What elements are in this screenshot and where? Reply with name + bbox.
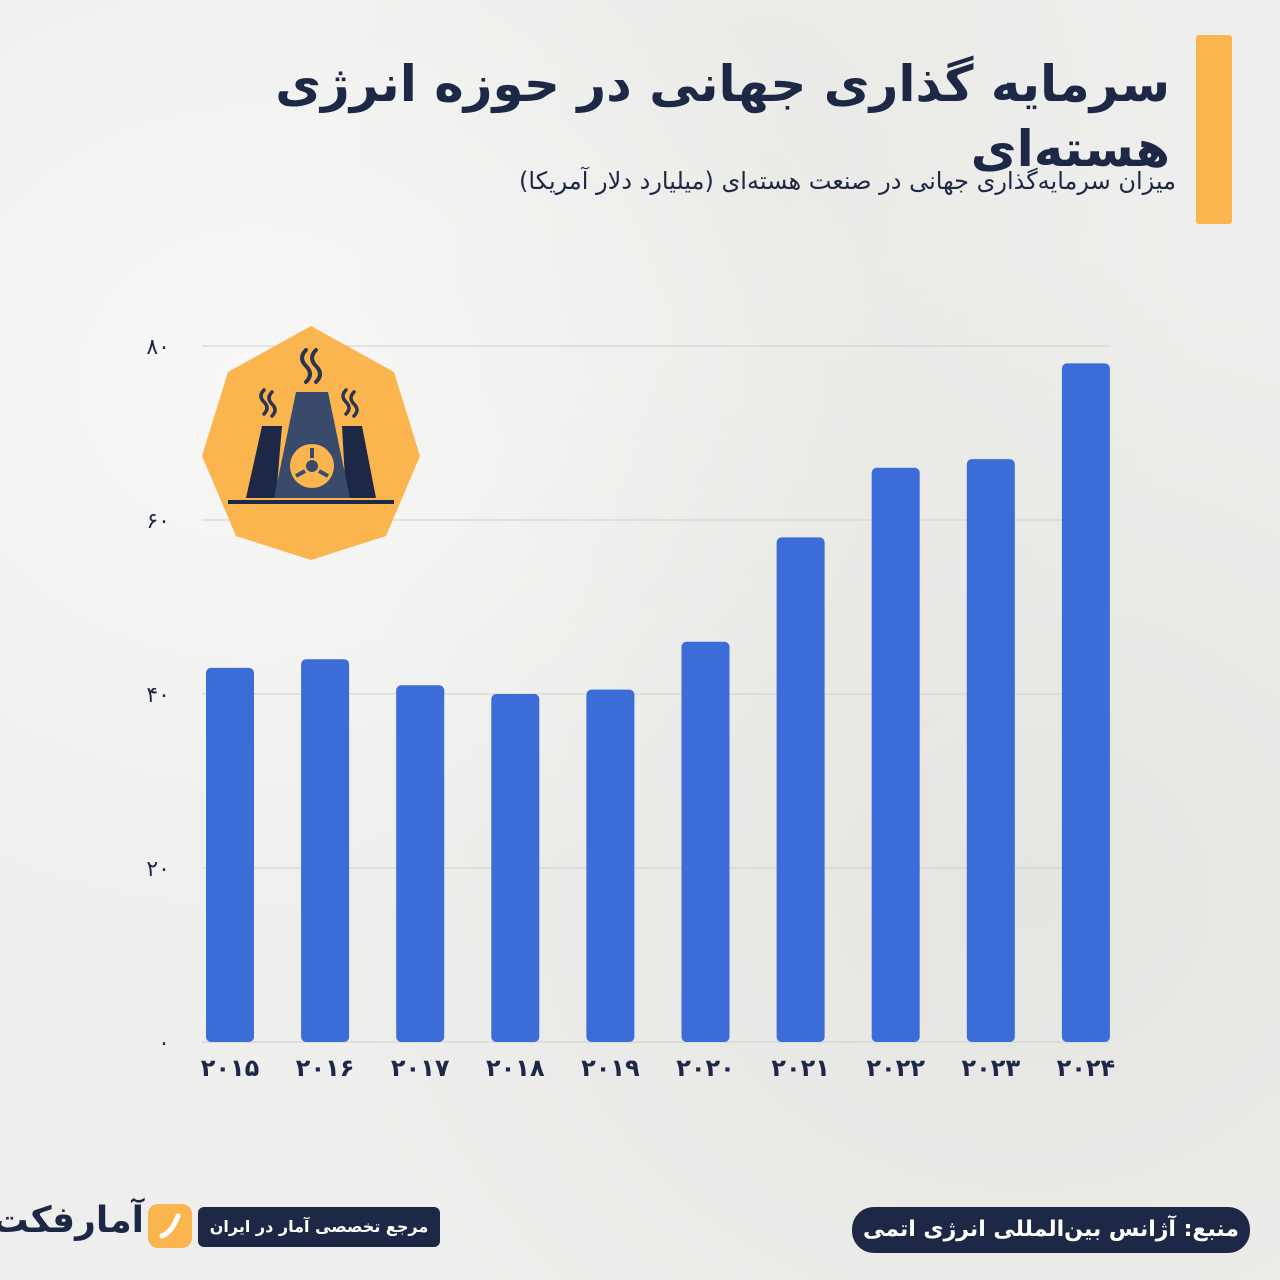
bar bbox=[586, 689, 635, 1042]
x-tick-label: ۲۰۱۶ bbox=[296, 1054, 355, 1082]
x-tick-label: ۲۰۲۳ bbox=[962, 1054, 1021, 1082]
x-tick-label: ۲۰۱۵ bbox=[201, 1054, 260, 1082]
x-tick-label: ۲۰۲۰ bbox=[676, 1054, 735, 1082]
y-tick-label: ۲۰ bbox=[146, 857, 170, 882]
x-tick-label: ۲۰۲۲ bbox=[866, 1054, 925, 1082]
bar bbox=[491, 694, 540, 1042]
x-tick-label: ۲۰۱۷ bbox=[391, 1054, 450, 1082]
x-tick-label: ۲۰۲۴ bbox=[1057, 1054, 1116, 1082]
bar bbox=[681, 641, 730, 1042]
bar bbox=[1061, 363, 1110, 1042]
bar-chart: ۰ ۲۰ ۴۰ ۶۰ ۸۰ ۲۰۱۵ ۲۰۱۶ ۲۰۱۷ ۲۰۱۸ ۲۰۱۹ ۲۰۲۰ ۲۰۲۱ ۲۰۲… bbox=[146, 335, 1116, 1082]
bar bbox=[966, 459, 1015, 1043]
y-tick-label: ۶۰ bbox=[146, 509, 170, 534]
y-tick-label: ۴۰ bbox=[146, 683, 170, 708]
chart-subtitle: میزان سرمایه‌گذاری جهانی در صنعت هسته‌ای… bbox=[519, 167, 1176, 195]
page-title: سرمایه گذاری جهانی در حوزه انرژی هسته‌ای bbox=[275, 55, 1170, 178]
bar bbox=[871, 467, 920, 1042]
source-label: منبع: آژانس بین‌المللی انرژی اتمی bbox=[852, 1207, 1250, 1253]
bar bbox=[776, 537, 825, 1042]
x-tick-label: ۲۰۱۹ bbox=[581, 1054, 640, 1082]
logo-mark-icon bbox=[148, 1204, 192, 1248]
y-tick-label: ۸۰ bbox=[146, 335, 170, 360]
brand-logo: آمارفکت bbox=[0, 1200, 144, 1241]
bar bbox=[301, 659, 350, 1042]
y-tick-label: ۰ bbox=[158, 1031, 170, 1056]
tagline-label: مرجع تخصصی آمار در ایران bbox=[198, 1207, 440, 1247]
accent-bar bbox=[1196, 35, 1232, 224]
bar bbox=[396, 685, 445, 1042]
nuclear-plant-icon bbox=[198, 322, 424, 560]
x-tick-label: ۲۰۲۱ bbox=[771, 1054, 830, 1082]
bar bbox=[206, 667, 254, 1042]
x-tick-label: ۲۰۱۸ bbox=[486, 1054, 545, 1082]
